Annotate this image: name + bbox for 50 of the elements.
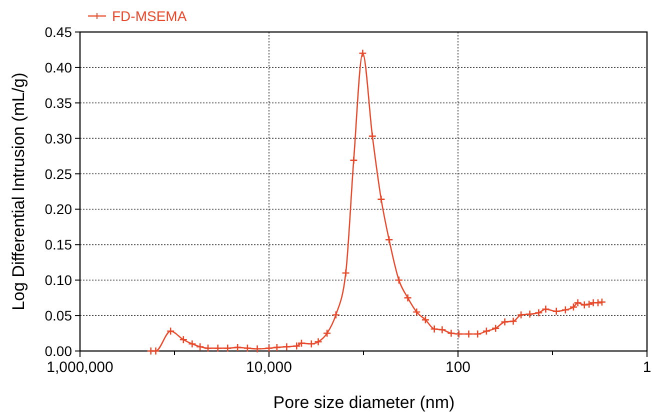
point	[358, 49, 367, 58]
x-tick-label: 10,000	[246, 359, 292, 376]
point	[243, 344, 252, 352]
x-tick-label: 1	[642, 359, 652, 376]
point	[526, 310, 534, 318]
y-tick-label: 0.40	[44, 59, 72, 76]
point	[404, 294, 412, 302]
y-tick-label: 0.05	[44, 308, 72, 324]
point	[454, 330, 463, 338]
point	[509, 317, 518, 326]
point	[464, 330, 473, 338]
point	[561, 306, 570, 314]
x-axis-title: Pore size diameter (nm)	[273, 393, 455, 412]
point	[342, 268, 350, 278]
point	[482, 327, 491, 336]
point	[438, 326, 446, 334]
point	[314, 338, 322, 346]
y-tick-label: 0.35	[44, 94, 72, 111]
legend-label: FD-MSEMA	[112, 8, 188, 24]
point	[384, 236, 394, 244]
point	[421, 316, 430, 324]
y-tick-label: 0.30	[44, 130, 72, 146]
point	[534, 308, 543, 317]
point	[552, 307, 561, 316]
y-tick-label: 0.25	[44, 166, 72, 182]
point	[377, 195, 386, 204]
point	[500, 318, 509, 326]
point	[473, 330, 482, 338]
point	[516, 310, 526, 319]
point	[569, 302, 578, 312]
point	[412, 308, 421, 316]
point	[297, 339, 306, 348]
point	[368, 132, 377, 140]
point	[491, 324, 500, 332]
point	[332, 310, 340, 319]
point	[253, 344, 262, 354]
y-tick-label: 0.10	[44, 272, 72, 288]
point	[350, 156, 358, 164]
y-axis-title: Log Differential Intrusion (mL/g)	[9, 72, 28, 310]
point	[322, 329, 332, 338]
y-tick-label: 0.45	[44, 24, 72, 40]
x-tick-label: 1,000,000	[46, 359, 114, 376]
point	[430, 324, 438, 334]
y-tick-label: 0.15	[44, 236, 72, 253]
y-tick-label: 0.20	[44, 201, 72, 218]
point	[307, 340, 316, 348]
y-tick-label: 0.00	[44, 343, 72, 359]
point	[447, 329, 456, 338]
x-tick-label: 100	[445, 359, 471, 376]
point	[394, 276, 404, 284]
